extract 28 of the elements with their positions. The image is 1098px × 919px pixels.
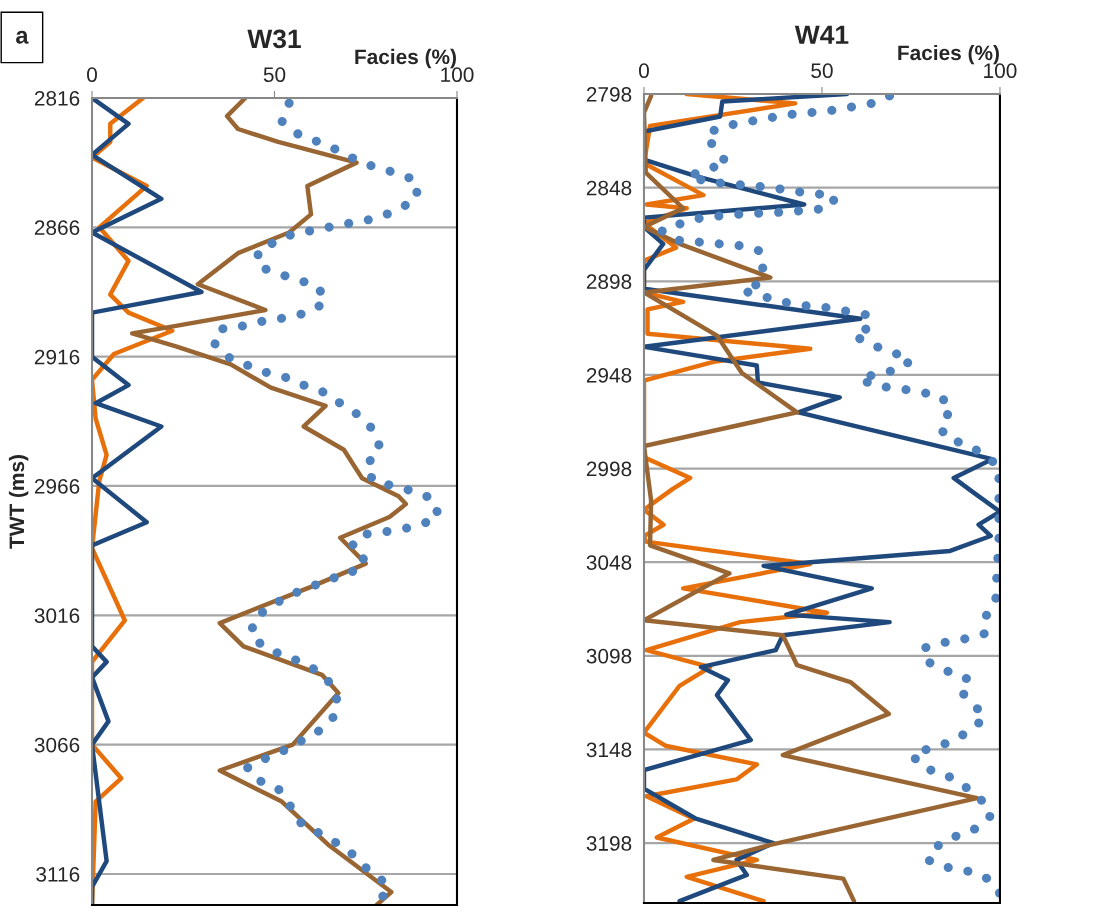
y-tick-label: 3048 [586, 555, 632, 570]
x-tick-label: 0 [87, 67, 97, 83]
y-tick-label: 3098 [586, 648, 632, 664]
x-axis-title: Facies (%) [355, 48, 456, 69]
y-tick-label: 2898 [586, 274, 632, 290]
y-tick-label: 3066 [34, 737, 80, 753]
x-axis-title: Facies (%) [898, 44, 999, 65]
y-tick-label: 3116 [36, 866, 80, 882]
y-tick-label: 3198 [586, 836, 632, 851]
chart-title: W31 [247, 29, 301, 49]
y-tick-label: 2966 [34, 478, 80, 494]
text: a [16, 30, 29, 44]
y-tick-label: 2866 [34, 220, 80, 236]
y-tick-label: 2998 [586, 461, 632, 477]
y-tick-label: 2916 [34, 349, 80, 365]
x-tick-label: 0 [639, 63, 649, 79]
y-tick-label: 2848 [586, 180, 632, 196]
x-tick-label: 100 [984, 63, 1017, 79]
x-tick-label: 100 [441, 67, 474, 83]
y-tick-label: 2948 [586, 367, 632, 383]
y-tick-label: 3016 [34, 608, 80, 624]
chart-title: W41 [794, 25, 849, 44]
y-axis-title: TWT (ms) [8, 455, 29, 549]
x-tick-label: 50 [811, 63, 833, 79]
y-tick-label: 2798 [586, 87, 632, 102]
y-tick-label: 3148 [586, 742, 632, 758]
x-tick-label: 50 [263, 67, 286, 83]
y-tick-label: 2816 [34, 90, 80, 106]
